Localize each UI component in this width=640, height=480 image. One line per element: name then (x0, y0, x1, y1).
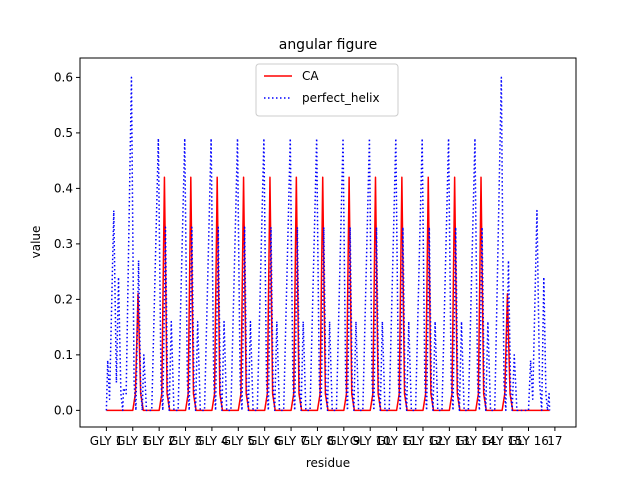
legend-box (255, 63, 399, 117)
plot-area (105, 76, 551, 412)
legend-entry-ca: CA (302, 69, 319, 83)
y-tick-label: 0.4 (54, 181, 73, 195)
x-tick-label: GLY 8 (301, 434, 334, 448)
x-tick-label: GLY 1 (116, 434, 149, 448)
x-tick-label: GLY 1 (90, 434, 123, 448)
x-tick-label: GLY 9 (327, 434, 360, 448)
x-tick-label: GLY 15 (482, 434, 523, 448)
axes-frame (79, 57, 577, 428)
legend-entry-perfect-helix: perfect_helix (302, 91, 380, 105)
y-tick-label: 0.6 (54, 70, 73, 84)
x-axis-label: residue (306, 456, 350, 470)
x-tick-label: GLY 11 (376, 434, 417, 448)
x-tick-label: GLY 3 (169, 434, 202, 448)
y-tick-label: 0.1 (54, 348, 73, 362)
y-tick-label: 0.5 (54, 126, 73, 140)
y-axis: 0.0 0.1 0.2 0.3 0.4 0.5 0.6 (54, 70, 80, 417)
x-tick-label: GLY 4 (195, 434, 228, 448)
x-tick-label: GLY 5 (222, 434, 255, 448)
y-tick-label: 0.3 (54, 237, 73, 251)
x-tick-label: GLY 12 (403, 434, 444, 448)
x-tick-label: GLY 14 (455, 434, 496, 448)
y-tick-label: 0.2 (54, 292, 73, 306)
y-axis-label: value (29, 226, 43, 259)
x-tick-label: GLY 10 (350, 434, 391, 448)
x-tick-label: GLY 6 (248, 434, 281, 448)
x-tick-label: GLY 7 (274, 434, 307, 448)
legend: CA perfect_helix (255, 63, 399, 117)
x-tick-label: 17 (547, 434, 562, 448)
x-tick-label: GLY 16 (508, 434, 549, 448)
x-tick-label: GLY 13 (429, 434, 470, 448)
y-tick-label: 0.0 (54, 403, 73, 417)
chart-title: angular figure (279, 37, 378, 53)
x-tick-label: GLY 2 (143, 434, 176, 448)
